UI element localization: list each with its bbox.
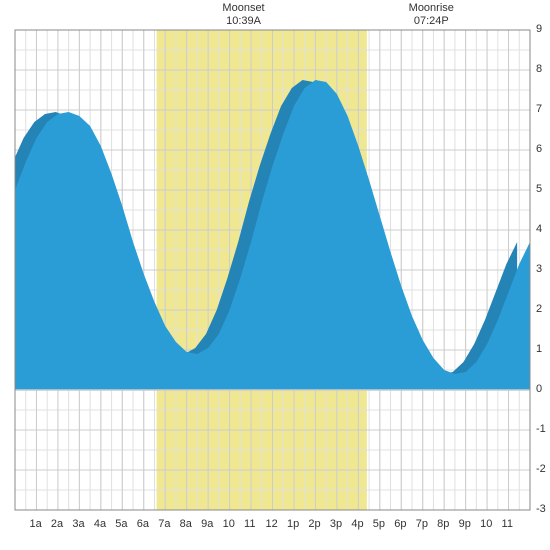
x-tick-label: 4a (94, 518, 106, 530)
x-tick-label: 8a (180, 518, 192, 530)
y-tick-label: 9 (536, 23, 542, 35)
y-tick-label: 3 (536, 263, 542, 275)
x-tick-label: 10 (480, 518, 492, 530)
y-tick-label: 0 (536, 383, 542, 395)
x-tick-label: 10 (223, 518, 235, 530)
x-tick-label: 7a (158, 518, 170, 530)
x-tick-label: 5p (373, 518, 385, 530)
y-tick-label: 5 (536, 183, 542, 195)
x-tick-label: 3p (330, 518, 342, 530)
y-tick-label: 2 (536, 303, 542, 315)
x-tick-label: 9p (459, 518, 471, 530)
x-tick-label: 2a (51, 518, 63, 530)
x-tick-label: 11 (502, 518, 513, 530)
x-tick-label: 9a (201, 518, 213, 530)
x-tick-label: 8p (437, 518, 449, 530)
moon-event-title: Moonset (214, 2, 274, 14)
y-tick-label: -3 (536, 503, 546, 515)
x-tick-label: 11 (244, 518, 255, 530)
chart-svg (0, 0, 550, 550)
x-tick-label: 5a (115, 518, 127, 530)
y-tick-label: -2 (536, 463, 546, 475)
x-tick-label: 12 (266, 518, 278, 530)
x-tick-label: 6p (394, 518, 406, 530)
y-tick-label: 8 (536, 63, 542, 75)
tide-chart: -3-2-101234567891a2a3a4a5a6a7a8a9a101112… (0, 0, 550, 550)
moon-event-time: 10:39A (214, 15, 274, 27)
y-tick-label: 7 (536, 103, 542, 115)
y-tick-label: -1 (536, 423, 546, 435)
x-tick-label: 2p (308, 518, 320, 530)
x-tick-label: 7p (416, 518, 428, 530)
x-tick-label: 1a (29, 518, 41, 530)
x-tick-label: 4p (351, 518, 363, 530)
x-tick-label: 1p (287, 518, 299, 530)
x-tick-label: 3a (72, 518, 84, 530)
y-tick-label: 1 (536, 343, 542, 355)
y-tick-label: 6 (536, 143, 542, 155)
y-tick-label: 4 (536, 223, 542, 235)
x-tick-label: 6a (137, 518, 149, 530)
moon-event-time: 07:24P (401, 15, 461, 27)
moon-event-title: Moonrise (401, 2, 461, 14)
